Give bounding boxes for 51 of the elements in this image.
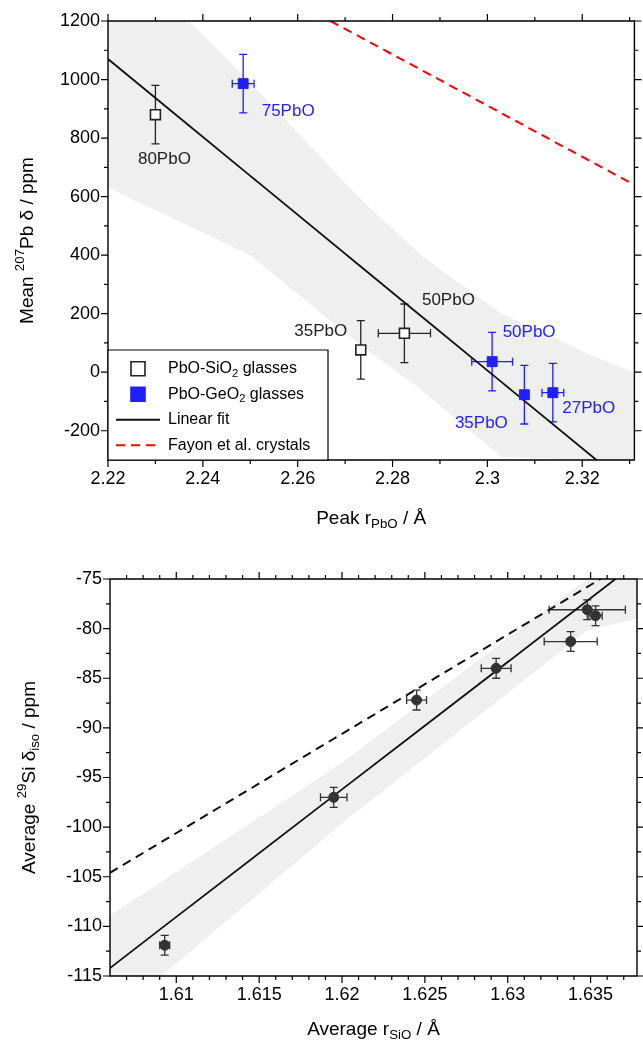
point [547, 387, 559, 399]
annotation: 50PbO [502, 322, 556, 342]
y-tick-label: 400 [69, 244, 100, 265]
x-tick-label: 1.63 [490, 983, 526, 1004]
y-tick-label: -75 [75, 567, 102, 588]
x-tick-label: 2.22 [90, 467, 126, 488]
annotation: 35PbO [294, 320, 348, 340]
y-tick-label: -115 [67, 964, 102, 985]
x-tick-label: 2.26 [280, 467, 316, 488]
point [398, 327, 411, 340]
y-tick-label: -95 [75, 766, 102, 787]
y-tick-label: 200 [69, 302, 100, 323]
x-tick-label: 1.635 [568, 983, 614, 1004]
point [490, 662, 502, 674]
y-tick-label: -110 [67, 915, 102, 936]
x-tick-label: 2.3 [474, 467, 500, 488]
point [355, 344, 367, 356]
y-tick-label: -90 [75, 716, 102, 737]
y-tick-label: -80 [75, 617, 102, 638]
y-tick-label: 1000 [59, 68, 100, 89]
point [149, 108, 162, 121]
y-tick-label: 800 [69, 127, 100, 148]
annotation: 80PbO [137, 149, 191, 169]
x-tick-label: 1.62 [324, 983, 360, 1004]
x-tick-label: 2.32 [564, 467, 600, 488]
legend-label: Fayon et al. crystals [168, 435, 311, 453]
y-tick-label: -200 [63, 419, 100, 440]
y-axis-title: Mean 207Pb δ / ppm [12, 157, 38, 324]
y-tick-label: 1200 [59, 9, 100, 30]
point [518, 389, 530, 401]
y-tick-label: -105 [65, 865, 102, 886]
legend-label: Linear fit [168, 410, 230, 428]
annotation: 27PbO [562, 398, 616, 418]
x-tick-label: 1.625 [402, 983, 448, 1004]
y-tick-label: 600 [69, 185, 100, 206]
x-tick-label: 2.24 [185, 467, 221, 488]
x-tick-label: 1.61 [158, 983, 194, 1004]
point [328, 791, 340, 803]
point [237, 78, 249, 90]
y-tick-label: -100 [65, 816, 102, 837]
y-tick-label: 0 [89, 361, 100, 382]
annotation: 35PbO [454, 413, 508, 433]
annotation: 75PbO [261, 101, 315, 121]
x-tick-label: 1.615 [236, 983, 282, 1004]
annotation: 50PbO [421, 289, 475, 309]
y-tick-label: -85 [75, 667, 102, 688]
point [486, 356, 498, 368]
point [581, 604, 593, 616]
x-tick-label: 2.28 [375, 467, 411, 488]
y-axis-title: Average 29Si δiso / ppm [14, 680, 43, 875]
point [565, 636, 577, 648]
